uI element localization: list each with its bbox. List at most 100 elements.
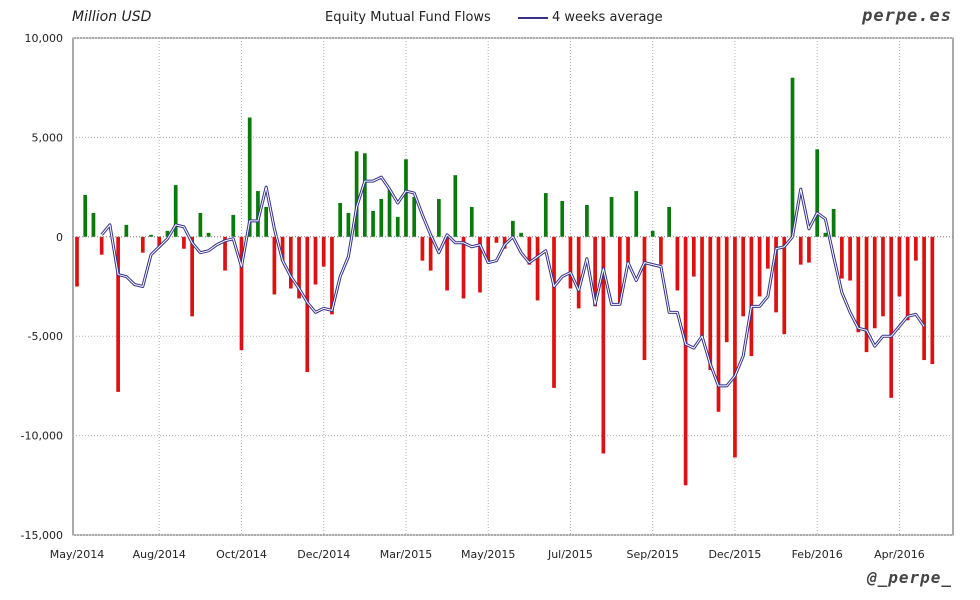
flow-bar <box>535 236 540 301</box>
flow-bar <box>897 236 902 297</box>
flow-bar <box>823 232 828 237</box>
flow-bar <box>313 236 318 285</box>
y-tick-label: 5,000 <box>32 131 64 144</box>
flow-bar <box>790 77 795 237</box>
flow-bar <box>486 236 491 263</box>
flow-bar <box>798 236 803 265</box>
brand-watermark: perpe.es <box>862 6 952 26</box>
legend-label: 4 weeks average <box>552 10 663 25</box>
flow-bar <box>560 201 565 237</box>
flow-bar <box>91 212 96 237</box>
flow-bar <box>469 206 474 237</box>
flow-bar <box>782 236 787 335</box>
flow-bar <box>683 236 688 486</box>
flow-bar <box>321 236 326 267</box>
flow-bar <box>765 236 770 269</box>
flow-bar <box>140 236 145 253</box>
flow-bar <box>568 236 573 289</box>
x-tick-label: Dec/2014 <box>297 548 350 561</box>
legend-line-swatch <box>518 16 548 19</box>
flow-bar <box>815 149 820 237</box>
x-tick-label: Feb/2016 <box>792 548 843 561</box>
flow-bar <box>872 236 877 329</box>
flow-bar <box>231 214 236 237</box>
legend: 4 weeks average <box>518 10 663 25</box>
flow-bar <box>494 236 499 243</box>
flow-bar <box>527 236 532 265</box>
flow-bar <box>840 236 844 279</box>
flow-bar <box>864 236 869 353</box>
x-tick-label: Mar/2015 <box>380 548 432 561</box>
flow-bar <box>165 230 170 237</box>
x-tick-label: Dec/2015 <box>708 548 761 561</box>
flow-bar <box>889 236 894 398</box>
flow-bar <box>428 236 433 271</box>
flow-bar <box>223 236 227 271</box>
y-tick-label: -10,000 <box>21 430 63 443</box>
flow-bar <box>99 236 104 255</box>
flow-bar <box>807 236 811 263</box>
flow-bar <box>831 208 836 237</box>
flow-bar <box>585 204 589 237</box>
flow-bar <box>149 234 153 237</box>
flow-bar <box>182 236 186 249</box>
flow-bar <box>239 236 244 351</box>
flow-bar <box>552 236 556 388</box>
plot-area <box>72 37 954 536</box>
flow-bar <box>601 236 606 454</box>
bars <box>75 77 935 486</box>
flow-bar <box>733 236 737 458</box>
flow-bar <box>363 153 367 237</box>
flow-bar <box>264 206 269 237</box>
flow-bar <box>511 220 515 237</box>
flow-bar <box>634 191 639 237</box>
flow-bar <box>848 236 852 281</box>
flow-bar <box>437 199 441 237</box>
flow-bar <box>519 232 523 237</box>
flow-bar <box>297 236 301 299</box>
flow-bar <box>445 236 449 291</box>
y-tick-label: -15,000 <box>21 529 63 542</box>
axes: 10,000 5,000 0 -5,000 -10,000 -15,000 May/2014… <box>21 32 953 561</box>
y-tick-label: -5,000 <box>28 330 63 343</box>
flow-bar <box>749 236 754 357</box>
flow-bar <box>247 117 252 237</box>
x-tick-label: Oct/2014 <box>216 548 267 561</box>
flow-bar <box>576 236 581 309</box>
flow-bar <box>354 151 359 237</box>
flow-bar <box>157 236 162 247</box>
average-line-inner <box>101 176 925 387</box>
flow-bar <box>461 236 466 299</box>
flow-bar <box>700 236 704 337</box>
x-tick-label: Apr/2016 <box>874 548 925 561</box>
x-tick-label: Jul/2015 <box>547 548 593 561</box>
flow-bar <box>272 236 277 295</box>
flow-bar <box>412 197 417 237</box>
flow-bar <box>338 203 343 237</box>
flow-bar <box>198 212 203 237</box>
y-tick-label: 0 <box>56 231 63 244</box>
flow-bar <box>724 236 729 343</box>
flow-bar <box>404 159 408 237</box>
x-tick-label: Sep/2015 <box>626 548 678 561</box>
flow-bar <box>914 236 918 261</box>
flow-bar <box>691 236 696 277</box>
x-tick-label: Aug/2014 <box>133 548 186 561</box>
flow-bar <box>922 236 926 361</box>
unit-label: Million USD <box>72 9 152 25</box>
flow-bar <box>757 236 762 297</box>
chart-title: Equity Mutual Fund Flows <box>325 10 491 25</box>
flow-bar <box>642 236 647 361</box>
flow-bar <box>478 236 482 293</box>
x-tick-label: May/2015 <box>461 548 515 561</box>
flow-bar <box>708 236 713 370</box>
x-tick-label: May/2014 <box>50 548 104 561</box>
flow-bar <box>617 236 622 305</box>
flow-bar <box>593 236 597 307</box>
flow-bar <box>280 236 285 261</box>
flow-bar <box>667 206 671 237</box>
flow-bar <box>173 185 178 237</box>
flow-bar <box>387 189 392 237</box>
flow-bar <box>626 236 630 263</box>
